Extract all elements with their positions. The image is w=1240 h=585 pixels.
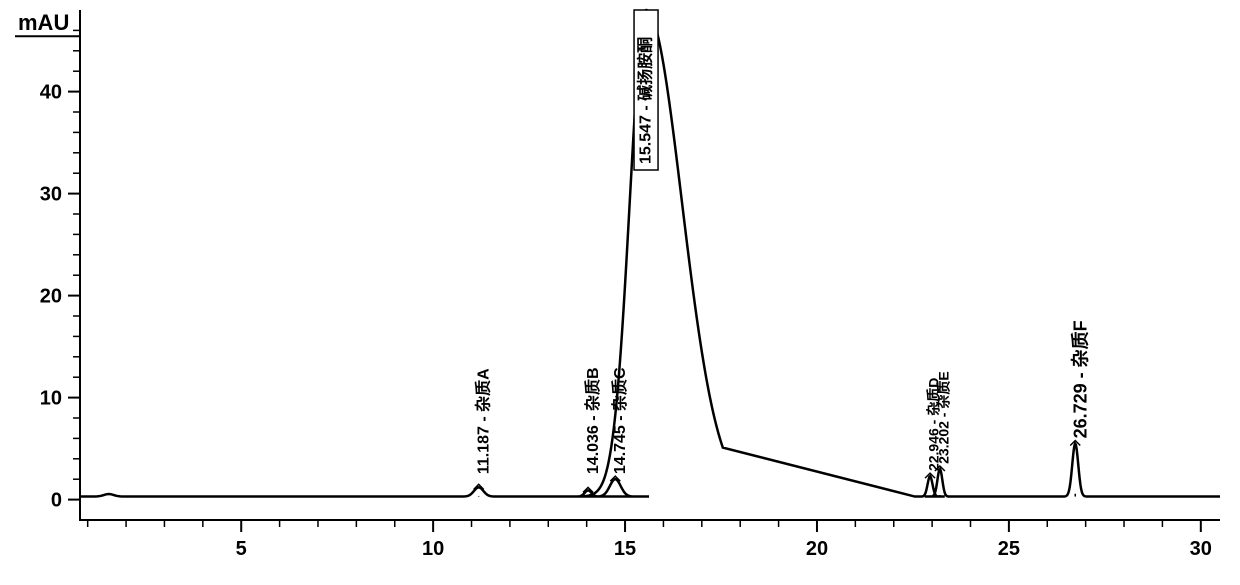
x-tick-label: 20 <box>806 538 828 560</box>
x-tick-label: 5 <box>236 538 247 560</box>
y-tick-label: 40 <box>40 82 62 104</box>
peak-label: 14.745 - 杂质C <box>610 367 629 474</box>
peak-label: 23.202 - 杂质E <box>935 371 951 464</box>
y-tick-label: 30 <box>40 184 62 206</box>
y-axis-title: mAU <box>18 10 69 35</box>
x-tick-label: 10 <box>422 538 444 560</box>
x-tick-label: 30 <box>1190 538 1212 560</box>
peak-label: 14.036 - 杂质B <box>583 367 602 474</box>
chart-svg: 0 10 20 30 40 mAU 5 10 15 20 25 30 11.187 - 杂质A 14.03… <box>0 0 1240 585</box>
peak-label: 26.729 - 杂质F <box>1070 320 1090 438</box>
x-tick-label: 25 <box>998 538 1020 560</box>
peak-label: 11.187 - 杂质A <box>474 368 493 474</box>
y-tick-label: 20 <box>40 286 62 308</box>
chromatogram-chart: 0 10 20 30 40 mAU 5 10 15 20 25 30 11.187 - 杂质A 14.03… <box>0 0 1240 585</box>
y-tick-label: 0 <box>51 490 62 512</box>
x-tick-label: 15 <box>614 538 636 560</box>
peak-label: 15.547 - 碱扬胺酮 <box>635 37 654 164</box>
y-tick-label: 10 <box>40 388 62 410</box>
